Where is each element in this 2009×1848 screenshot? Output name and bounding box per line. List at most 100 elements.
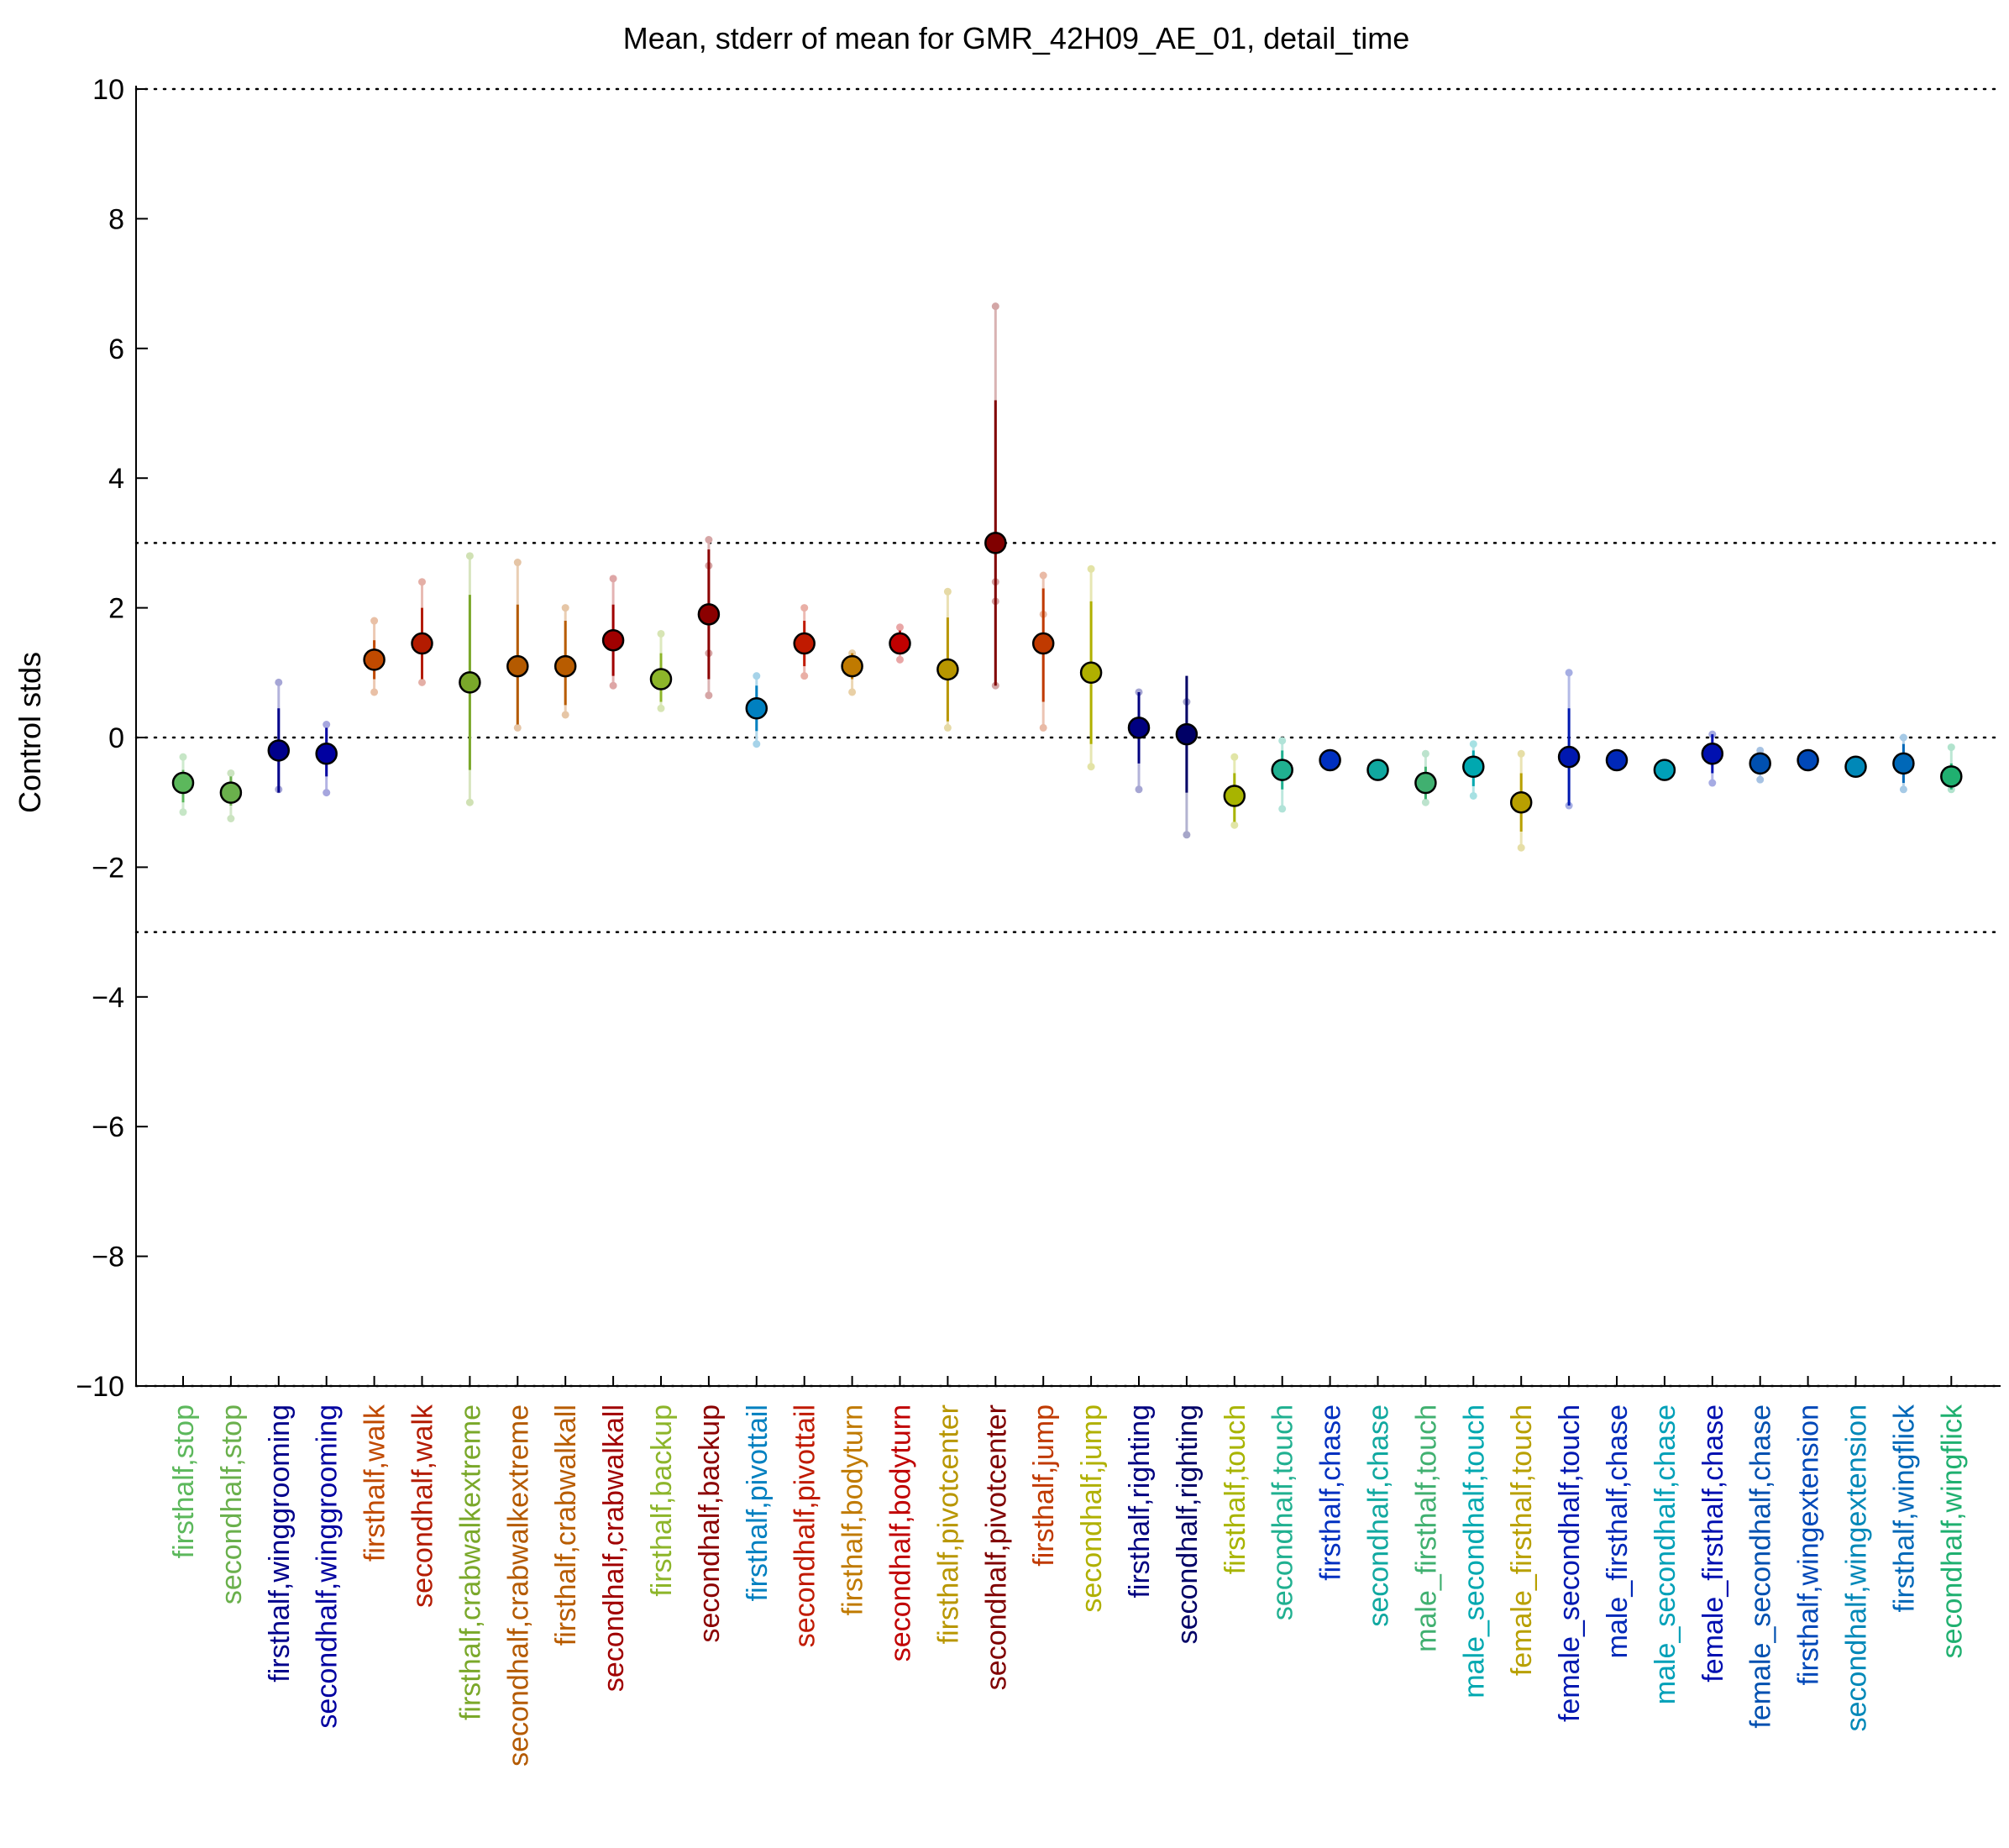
data-point-group [1940,743,1963,794]
mean-marker [1031,632,1055,655]
mean-marker [171,771,195,795]
mean-marker [459,671,481,694]
y-tick-label: 0 [108,722,124,754]
mean-marker [745,697,768,720]
data-point-group [553,604,577,719]
data-point-group [1509,749,1533,852]
extra-point [1230,753,1239,761]
mean-marker [219,781,243,804]
mean-marker [1605,748,1629,772]
data-point-group [601,575,625,690]
extra-point [753,740,761,748]
extra-point [991,302,999,311]
data-point-group [1079,564,1103,771]
x-tick-label: firsthalf,stop [168,1404,200,1558]
y-tick-label: 4 [108,463,124,495]
y-tick-label: 8 [108,203,124,235]
extra-point [943,587,952,596]
data-point-group [889,623,911,664]
extra-point [705,536,713,544]
x-tick-label: female_secondhalf,chase [1745,1404,1777,1729]
extra-point [848,688,857,696]
extra-point [418,678,426,686]
x-tick-label: male_secondhalf,chase [1650,1404,1681,1704]
extra-point [1517,843,1525,852]
y-tick-label: −10 [76,1371,124,1403]
extra-point [1899,785,1907,794]
mean-marker [936,658,959,681]
mean-marker [1940,765,1963,788]
mean-marker [411,632,433,655]
data-point-group [1223,753,1246,829]
mean-marker [1223,785,1246,807]
x-tick-label: secondhalf,walk [407,1404,439,1608]
data-point-group [793,604,816,680]
x-tick-label: secondhalf,pivotcenter [980,1404,1012,1690]
y-tick-label: 10 [92,74,124,106]
extra-point [323,721,331,729]
x-tick-label: secondhalf,crabwalkall [598,1404,630,1692]
x-tick-label: firsthalf,chase [1315,1404,1347,1581]
data-point-group [1892,733,1915,794]
x-tick-label: secondhalf,wingflick [1936,1404,1968,1658]
mean-marker [1079,661,1103,685]
data-point-group [745,672,768,748]
mean-marker [1366,759,1389,781]
data-point-group [1749,746,1771,784]
x-tick-label: male_firsthalf,touch [1410,1404,1442,1652]
x-tick-label: firsthalf,walk [359,1404,391,1562]
x-tick-label: firsthalf,bodyturn [837,1404,869,1615]
mean-marker [841,654,863,678]
x-tick-label: secondhalf,bodyturn [885,1404,917,1662]
extra-point [1421,749,1429,758]
y-ticks: 10 8 6 4 2 0 −2 −4 −6 −8 −10 [76,74,148,1403]
mean-marker [889,632,911,655]
x-tick-label: firsthalf,wingflick [1888,1404,1920,1613]
extra-point [370,617,379,625]
mean-marker [1271,759,1293,781]
reference-lines [134,87,2002,1388]
y-tick-label: −4 [92,982,124,1014]
data-point-group [171,753,195,816]
extra-point [561,604,569,612]
data-point-group [1701,730,1724,787]
y-tick-label: 6 [108,333,124,365]
mean-marker [697,603,721,626]
data-point-group [1127,688,1151,794]
extra-point [1756,746,1765,754]
x-tick-label: firsthalf,pivottail [742,1404,774,1601]
mean-marker [1557,745,1581,769]
data-point-group [459,552,481,806]
extra-point [513,723,522,732]
extra-point [705,691,713,700]
mean-marker [984,532,1007,554]
extra-point [561,711,569,719]
x-tick-label: secondhalf,stop [216,1404,248,1604]
extra-point [896,655,904,664]
mean-marker [363,648,386,671]
data-point-group [267,678,291,794]
extra-point [1278,737,1287,745]
x-tick-label: secondhalf,jump [1076,1404,1108,1613]
chart-title: Mean, stderr of mean for GMR_42H09_AE_01… [623,21,1409,55]
mean-marker [1749,752,1771,775]
extra-point [896,623,904,632]
extra-point [179,808,187,816]
x-tick-label: male_secondhalf,touch [1458,1404,1490,1698]
extra-point [1421,798,1429,806]
extra-point [1708,779,1717,787]
x-tick-label: secondhalf,crabwalkextreme [502,1404,534,1767]
y-tick-label: −8 [92,1242,124,1273]
extra-point [1565,669,1573,677]
axes [135,86,2001,1387]
x-tick-label: firsthalf,wingextension [1793,1404,1825,1686]
mean-marker [1414,771,1437,795]
extra-point [1039,571,1047,580]
x-tick-label: firsthalf,touch [1220,1404,1251,1574]
data-point-group [315,721,338,797]
data-point-group [649,629,673,712]
extra-point [1517,749,1525,758]
data-point-group [1844,755,1867,778]
data-point-group [1031,571,1055,732]
